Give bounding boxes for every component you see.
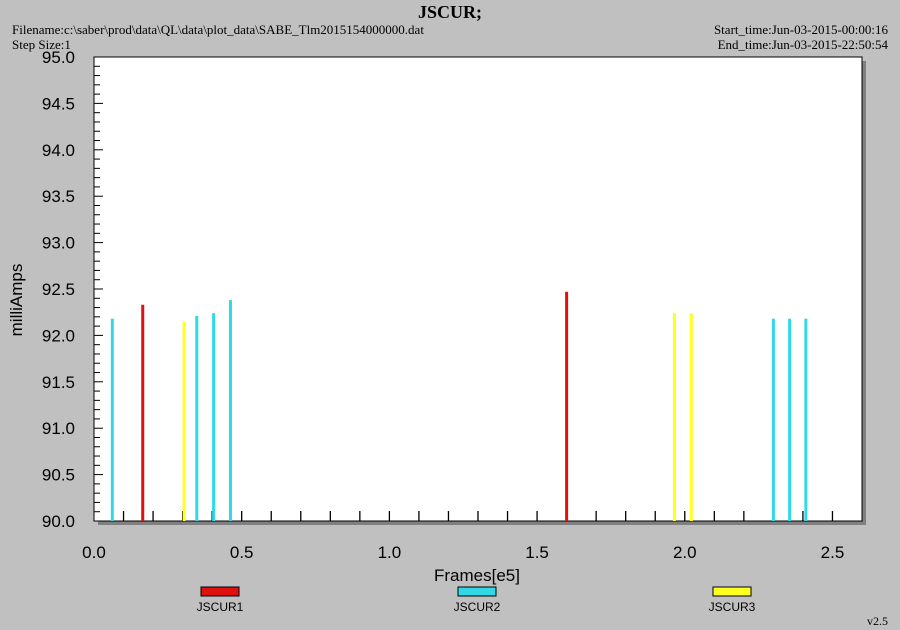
y-axis-label: milliAmps (7, 264, 26, 337)
y-tick-label: 93.0 (42, 234, 75, 253)
bar-jscur2 (228, 300, 232, 521)
legend-swatch-jscur1 (200, 586, 240, 597)
bar-jscur1 (565, 291, 569, 521)
legend-swatch-jscur3 (712, 586, 752, 597)
plot-background (93, 56, 863, 522)
y-tick-label: 95.0 (42, 48, 75, 67)
bar-jscur1 (141, 304, 145, 521)
x-tick-labels: 0.0 0.5 1.0 1.5 2.0 2.5 (82, 543, 844, 562)
bar-jscur2 (110, 318, 114, 521)
bar-jscur3 (672, 313, 676, 521)
bar-jscur2 (212, 313, 216, 521)
data-bars (110, 291, 808, 521)
bar-jscur3 (182, 321, 186, 521)
y-tick-label: 92.5 (42, 280, 75, 299)
y-tick-label: 90.5 (42, 466, 75, 485)
bar-jscur3 (689, 313, 693, 521)
bar-jscur2 (804, 318, 808, 521)
start-time-label: Start_time:Jun-03-2015-00:00:16 (713, 22, 888, 37)
y-tick-label: 94.0 (42, 141, 75, 160)
x-tick-label: 1.5 (525, 543, 549, 562)
y-tick-label: 93.5 (42, 187, 75, 206)
x-axis-label: Frames[e5] (434, 566, 520, 585)
y-tick-label: 90.0 (42, 512, 75, 531)
y-tick-label: 94.5 (42, 94, 75, 113)
filename-label: Filename:c:\saber\prod\data\QL\data\plot… (12, 22, 424, 37)
bar-jscur2 (195, 315, 199, 521)
legend-label-jscur3: JSCUR3 (709, 600, 756, 614)
legend: JSCUR1 JSCUR2 JSCUR3 (197, 586, 756, 614)
y-tick-label: 91.5 (42, 373, 75, 392)
x-tick-label: 2.0 (673, 543, 697, 562)
y-tick-label: 91.0 (42, 419, 75, 438)
x-tick-label: 0.5 (230, 543, 254, 562)
version-label: v2.5 (867, 614, 888, 628)
chart-title: JSCUR; (417, 2, 482, 22)
plot-area (93, 56, 863, 522)
x-tick-label: 0.0 (82, 543, 106, 562)
y-tick-label: 92.0 (42, 326, 75, 345)
y-tick-labels: 90.0 90.5 91.0 91.5 92.0 92.5 93.0 93.5 94.0 94.5… (42, 48, 75, 531)
x-tick-label: 2.5 (821, 543, 845, 562)
y-minor-ticks (94, 56, 103, 522)
bar-jscur2 (788, 318, 792, 521)
legend-swatch-jscur2 (457, 586, 497, 597)
bar-jscur2 (771, 318, 775, 521)
step-size-label: Step Size:1 (12, 37, 71, 52)
legend-label-jscur2: JSCUR2 (454, 600, 501, 614)
end-time-label: End_time:Jun-03-2015-22:50:54 (717, 37, 888, 52)
legend-label-jscur1: JSCUR1 (197, 600, 244, 614)
x-tick-label: 1.0 (378, 543, 402, 562)
